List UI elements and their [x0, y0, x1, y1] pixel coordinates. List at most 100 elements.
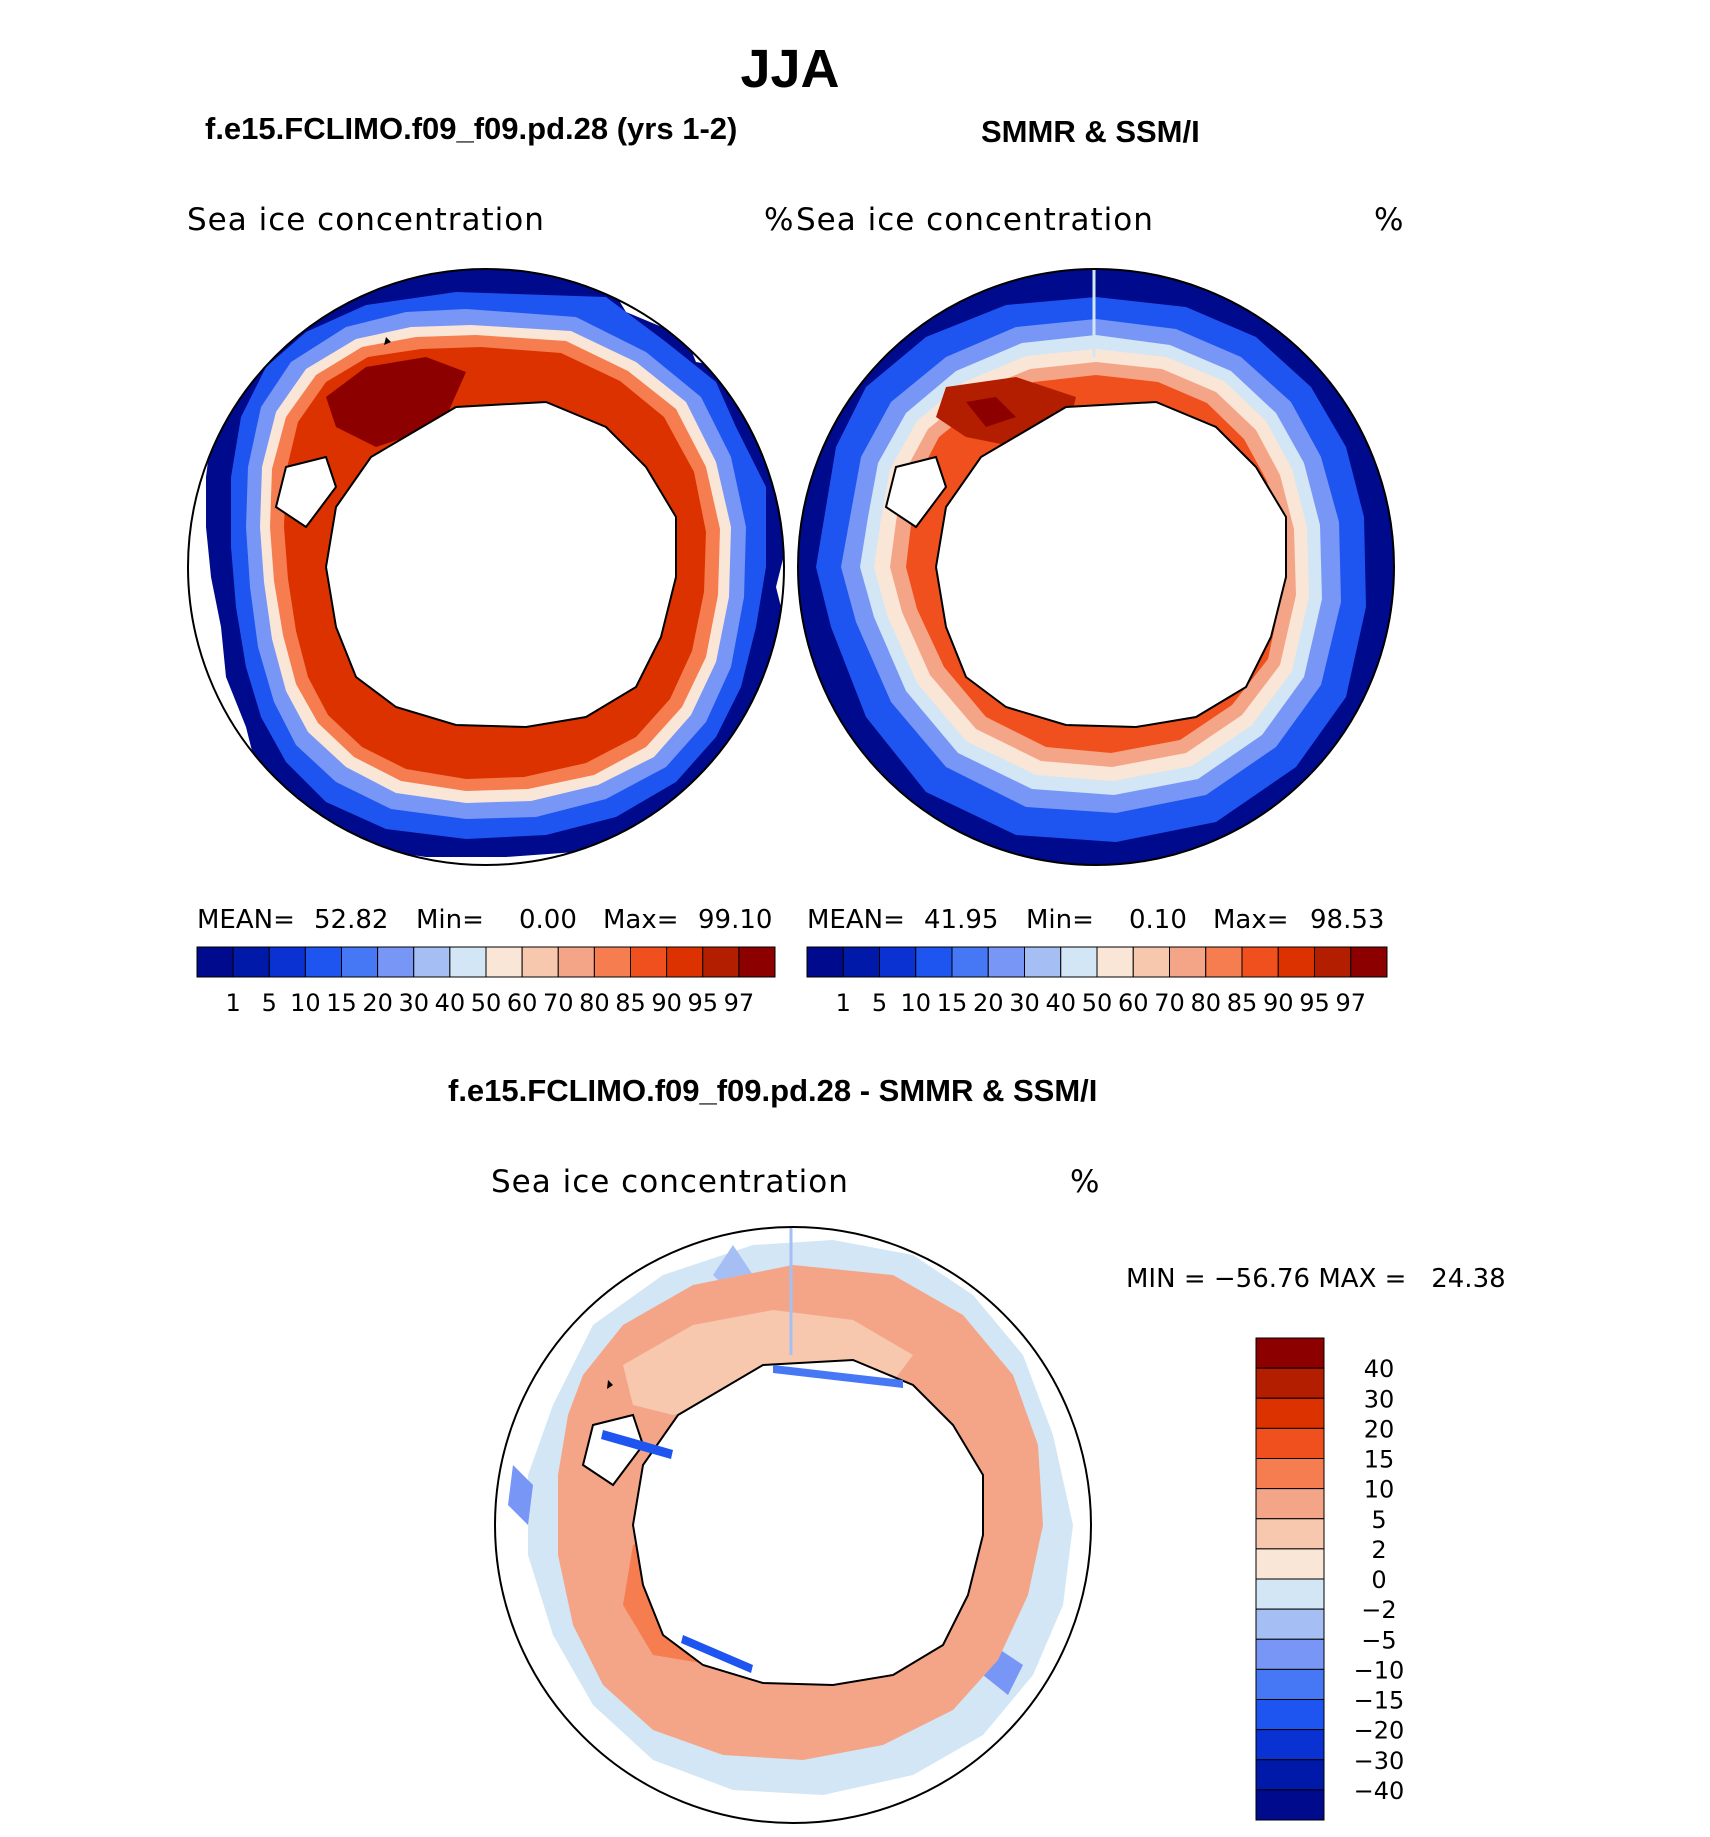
diff-colorbar-swatch	[1255, 1518, 1325, 1550]
obs-colorbar-swatch	[1241, 946, 1279, 978]
obs-unit-label: %	[1374, 202, 1405, 238]
model-variable-label: Sea ice concentration	[187, 202, 545, 238]
diff-colorbar-tick-label: −20	[1354, 1717, 1405, 1745]
obs-mean-value: 41.95	[924, 905, 999, 935]
diff-colorbar-swatch	[1255, 1458, 1325, 1490]
obs-colorbar-swatch	[806, 946, 844, 978]
diff-colorbar-tick-label: 20	[1364, 1415, 1395, 1443]
model-colorbar-tick-label: 1	[225, 989, 240, 1017]
model-colorbar-tick-label: 10	[290, 989, 321, 1017]
obs-colorbar-swatch	[1205, 946, 1243, 978]
diff-colorbar-swatch	[1255, 1578, 1325, 1610]
model-mean-value: 52.82	[314, 905, 389, 935]
model-map	[187, 268, 785, 866]
obs-variable-label: Sea ice concentration	[796, 202, 1154, 238]
diff-colorbar-swatch	[1255, 1759, 1325, 1791]
diff-map	[494, 1226, 1092, 1824]
obs-max-label: Max=	[1213, 905, 1289, 935]
obs-colorbar-tick-label: 90	[1263, 989, 1294, 1017]
diff-colorbar-tick-label: −10	[1354, 1656, 1405, 1684]
diff-colorbar-swatch	[1255, 1367, 1325, 1399]
model-min-value: 0.00	[519, 905, 577, 935]
obs-colorbar-tick-label: 20	[973, 989, 1004, 1017]
diff-colorbar-tick-label: −40	[1354, 1777, 1405, 1805]
obs-max-value: 98.53	[1310, 905, 1385, 935]
diff-colorbar-swatch	[1255, 1427, 1325, 1459]
obs-colorbar-swatch	[1169, 946, 1207, 978]
obs-colorbar-tick-label: 10	[900, 989, 931, 1017]
model-colorbar-tick-label: 60	[507, 989, 538, 1017]
diff-colorbar-tick-label: −5	[1361, 1626, 1396, 1654]
diff-colorbar-swatch	[1255, 1729, 1325, 1761]
model-colorbar-swatch	[232, 946, 270, 978]
model-colorbar-tick-label: 30	[398, 989, 429, 1017]
obs-colorbar-tick-label: 60	[1118, 989, 1149, 1017]
diff-colorbar-swatch	[1255, 1337, 1325, 1369]
diff-colorbar-swatch	[1255, 1548, 1325, 1580]
model-colorbar-swatch	[196, 946, 234, 978]
obs-colorbar-swatch	[842, 946, 880, 978]
model-min-label: Min=	[416, 905, 484, 935]
model-colorbar-tick-label: 70	[543, 989, 574, 1017]
model-panel-title: f.e15.FCLIMO.f09_f09.pd.28 (yrs 1-2)	[205, 111, 738, 146]
obs-colorbar-tick-label: 5	[872, 989, 887, 1017]
model-colorbar-swatch	[557, 946, 595, 978]
obs-colorbar-swatch	[987, 946, 1025, 978]
obs-colorbar-tick-label: 30	[1009, 989, 1040, 1017]
diff-colorbar-swatch	[1255, 1638, 1325, 1670]
model-colorbar-swatch	[449, 946, 487, 978]
model-colorbar-swatch	[485, 946, 523, 978]
diff-colorbar-tick-label: 5	[1371, 1506, 1386, 1534]
diff-colorbar-swatch	[1255, 1789, 1325, 1821]
model-colorbar-swatch	[341, 946, 379, 978]
diff-colorbar-swatch	[1255, 1699, 1325, 1731]
obs-colorbar-swatch	[915, 946, 953, 978]
model-colorbar-swatch	[702, 946, 740, 978]
model-unit-label: %	[764, 202, 795, 238]
obs-colorbar-swatch	[1132, 946, 1170, 978]
obs-colorbar-swatch	[1314, 946, 1352, 978]
model-colorbar-tick-label: 80	[579, 989, 610, 1017]
model-colorbar-swatch	[630, 946, 668, 978]
model-colorbar-swatch	[377, 946, 415, 978]
model-colorbar-tick-label: 20	[362, 989, 393, 1017]
obs-colorbar-tick-label: 97	[1335, 989, 1366, 1017]
diff-colorbar-tick-label: 40	[1364, 1355, 1395, 1383]
model-colorbar-tick-label: 90	[651, 989, 682, 1017]
obs-colorbar-swatch	[1277, 946, 1315, 978]
obs-colorbar-tick-label: 80	[1190, 989, 1221, 1017]
obs-colorbar-tick-label: 85	[1227, 989, 1258, 1017]
diff-colorbar-swatch	[1255, 1608, 1325, 1640]
obs-colorbar-tick-label: 50	[1082, 989, 1113, 1017]
obs-mean-label: MEAN=	[807, 905, 905, 935]
model-colorbar-tick-label: 95	[687, 989, 718, 1017]
model-colorbar-tick-label: 85	[615, 989, 646, 1017]
model-colorbar-tick-label: 50	[471, 989, 502, 1017]
diff-colorbar-tick-label: 15	[1364, 1446, 1395, 1474]
obs-colorbar: 1 5 10 15 20 30 40 50 60 70 80 85 90 95 97	[806, 946, 1388, 1017]
model-colorbar-swatch	[593, 946, 631, 978]
model-colorbar: 1 5 10 15 20 30 40 50 60 70 80 85 90 95 97	[196, 946, 776, 1017]
diff-colorbar-swatch	[1255, 1668, 1325, 1700]
obs-map	[797, 268, 1395, 866]
diff-colorbar-tick-label: 0	[1371, 1566, 1386, 1594]
diff-unit-label: %	[1070, 1164, 1101, 1200]
model-colorbar-swatch	[521, 946, 559, 978]
diff-colorbar-swatch	[1255, 1488, 1325, 1520]
diff-colorbar-tick-label: −15	[1354, 1687, 1405, 1715]
diff-colorbar-swatch	[1255, 1397, 1325, 1429]
obs-colorbar-swatch	[879, 946, 917, 978]
obs-colorbar-tick-label: 1	[836, 989, 851, 1017]
main-title: JJA	[740, 39, 840, 99]
model-max-value: 99.10	[698, 905, 773, 935]
diff-variable-label: Sea ice concentration	[491, 1164, 849, 1200]
obs-min-label: Min=	[1026, 905, 1094, 935]
obs-colorbar-swatch	[1096, 946, 1134, 978]
model-colorbar-tick-label: 5	[262, 989, 277, 1017]
obs-colorbar-tick-label: 15	[937, 989, 968, 1017]
model-colorbar-swatch	[268, 946, 306, 978]
diff-minmax-text: MIN = −56.76 MAX = 24.38	[1126, 1264, 1506, 1294]
obs-colorbar-swatch	[1024, 946, 1062, 978]
